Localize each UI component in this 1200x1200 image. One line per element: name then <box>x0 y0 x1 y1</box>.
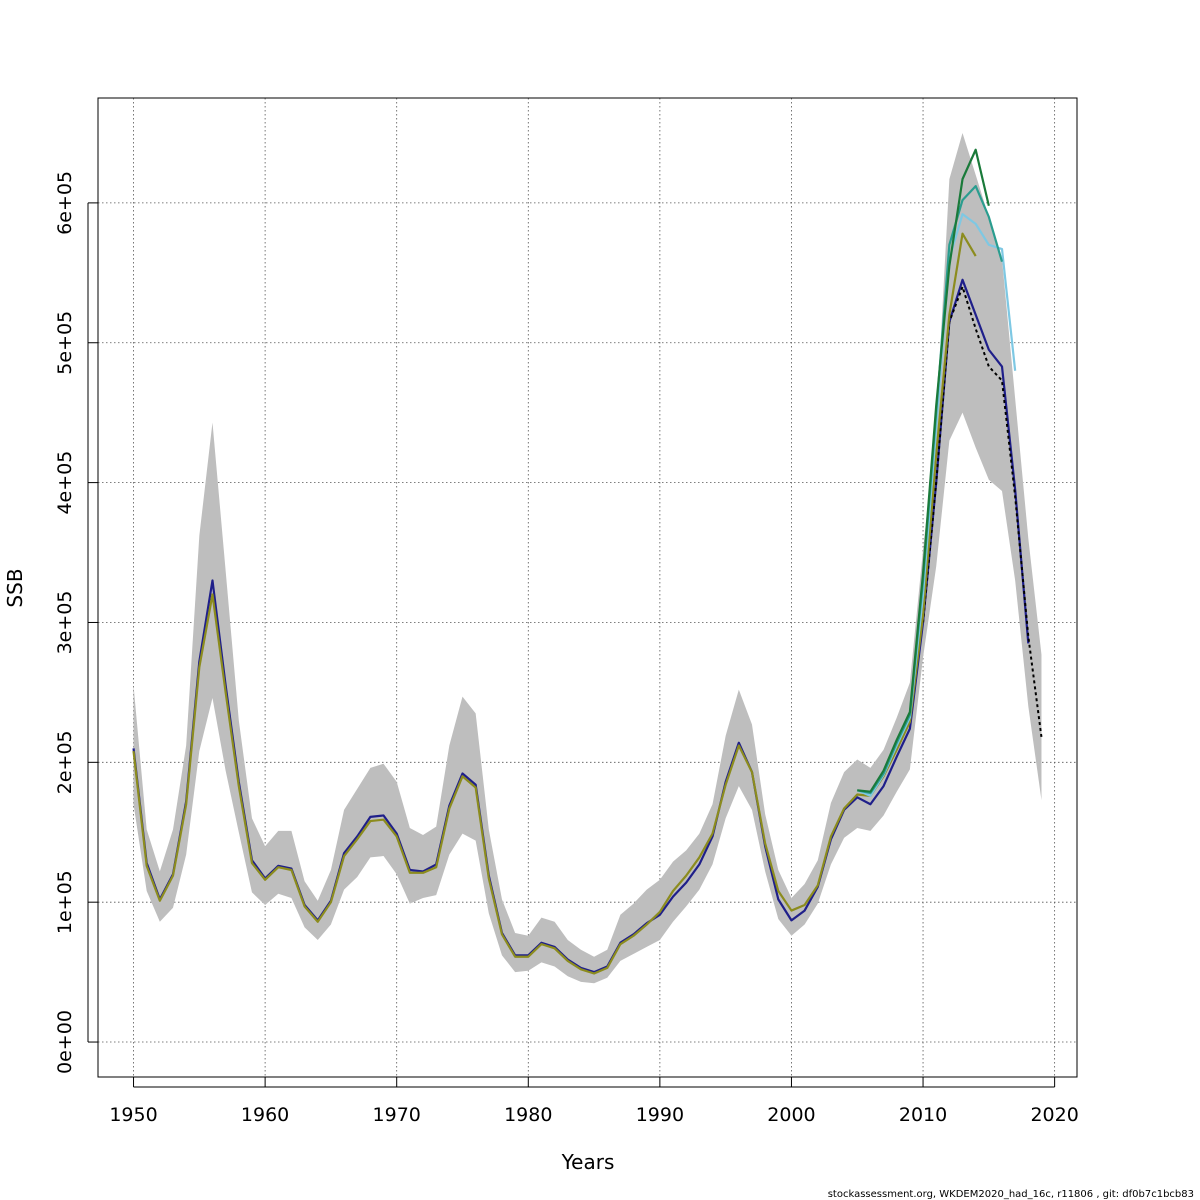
y-axis-title: SSB <box>3 568 27 607</box>
y-tick-label: 2e+05 <box>54 730 76 794</box>
series-line-base <box>922 285 1043 738</box>
y-tick-label: 5e+05 <box>54 311 76 375</box>
series-line-green <box>857 148 990 793</box>
x-tick-label: 1980 <box>504 1104 552 1126</box>
confidence-band <box>133 132 1042 984</box>
plot-frame <box>97 97 1078 1078</box>
x-axis: 1950 1960 1970 1980 1990 2000 2010 2020 <box>109 1077 1079 1126</box>
footer-credit: stockassessment.org, WKDEM2020_had_16c, … <box>828 1189 1194 1200</box>
y-tick-label: 4e+05 <box>54 451 76 515</box>
y-tick-label: 1e+05 <box>54 870 76 934</box>
y-tick-label: 6e+05 <box>54 171 76 235</box>
x-tick-label: 1970 <box>373 1104 421 1126</box>
x-tick-label: 2000 <box>767 1104 815 1126</box>
x-tick-label: 2010 <box>899 1104 947 1126</box>
x-axis-title: Years <box>561 1150 615 1174</box>
series-lines <box>132 148 1043 975</box>
y-tick-label: 0e+00 <box>54 1010 76 1074</box>
x-tick-label: 1990 <box>636 1104 684 1126</box>
x-tick-label: 1960 <box>241 1104 289 1126</box>
x-tick-label: 1950 <box>109 1104 157 1126</box>
x-tick-label: 2020 <box>1030 1104 1078 1126</box>
series-line-olive <box>132 232 977 975</box>
confidence-band-area <box>133 132 1042 984</box>
y-tick-label: 3e+05 <box>54 591 76 655</box>
y-axis: 0e+00 1e+05 2e+05 3e+05 4e+05 5e+05 6e+05 <box>54 171 98 1074</box>
series-line-navy <box>132 278 1030 974</box>
